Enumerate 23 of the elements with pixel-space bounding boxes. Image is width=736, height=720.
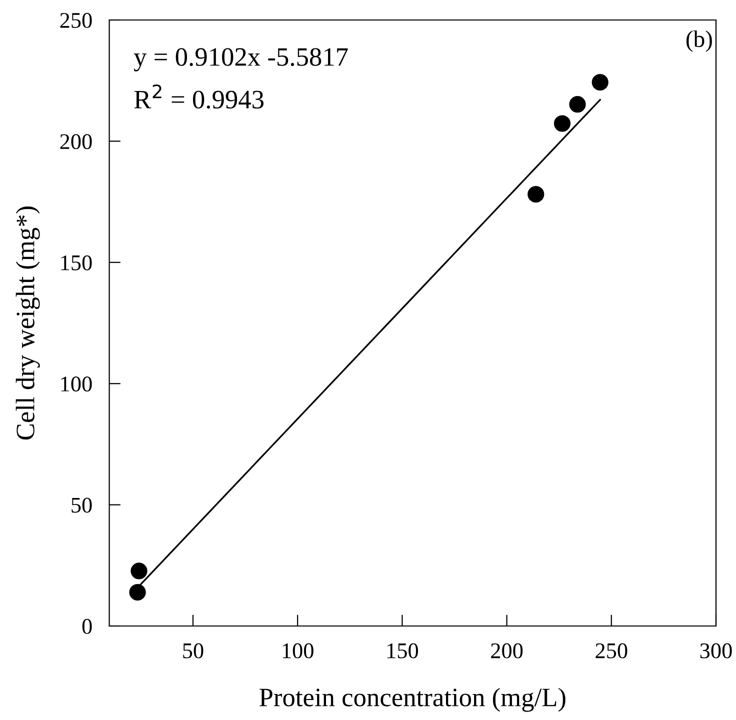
- x-tick-label: 250: [596, 643, 628, 658]
- x-axis-title: Protein concentration (mg/L): [260, 688, 566, 712]
- point: [592, 74, 608, 91]
- x-tick-label: 50: [183, 643, 204, 658]
- point: [129, 584, 146, 601]
- x-tick-label: 200: [491, 643, 523, 658]
- y-tick-label: 0: [82, 618, 92, 634]
- y-tick-label: 100: [61, 376, 92, 392]
- x-tick-label: 150: [387, 643, 418, 658]
- annotation: (b): [686, 30, 712, 52]
- y-tick-label: 150: [61, 255, 92, 270]
- y-tick-label: 200: [60, 134, 92, 150]
- y-tick-label: 250: [60, 12, 92, 28]
- point: [569, 96, 586, 113]
- y-axis-title: Cell dry weight (mg*): [16, 206, 40, 440]
- x-tick-label: 100: [282, 643, 314, 658]
- x-tick-label: 300: [700, 643, 732, 658]
- annotation: R$^{2}$ = 0.9943: [134, 84, 264, 109]
- point: [130, 562, 148, 580]
- annotation: y = 0.9102x -5.5817: [134, 48, 348, 72]
- point: [554, 115, 571, 132]
- point: [528, 186, 544, 203]
- y-tick-label: 50: [72, 498, 92, 513]
